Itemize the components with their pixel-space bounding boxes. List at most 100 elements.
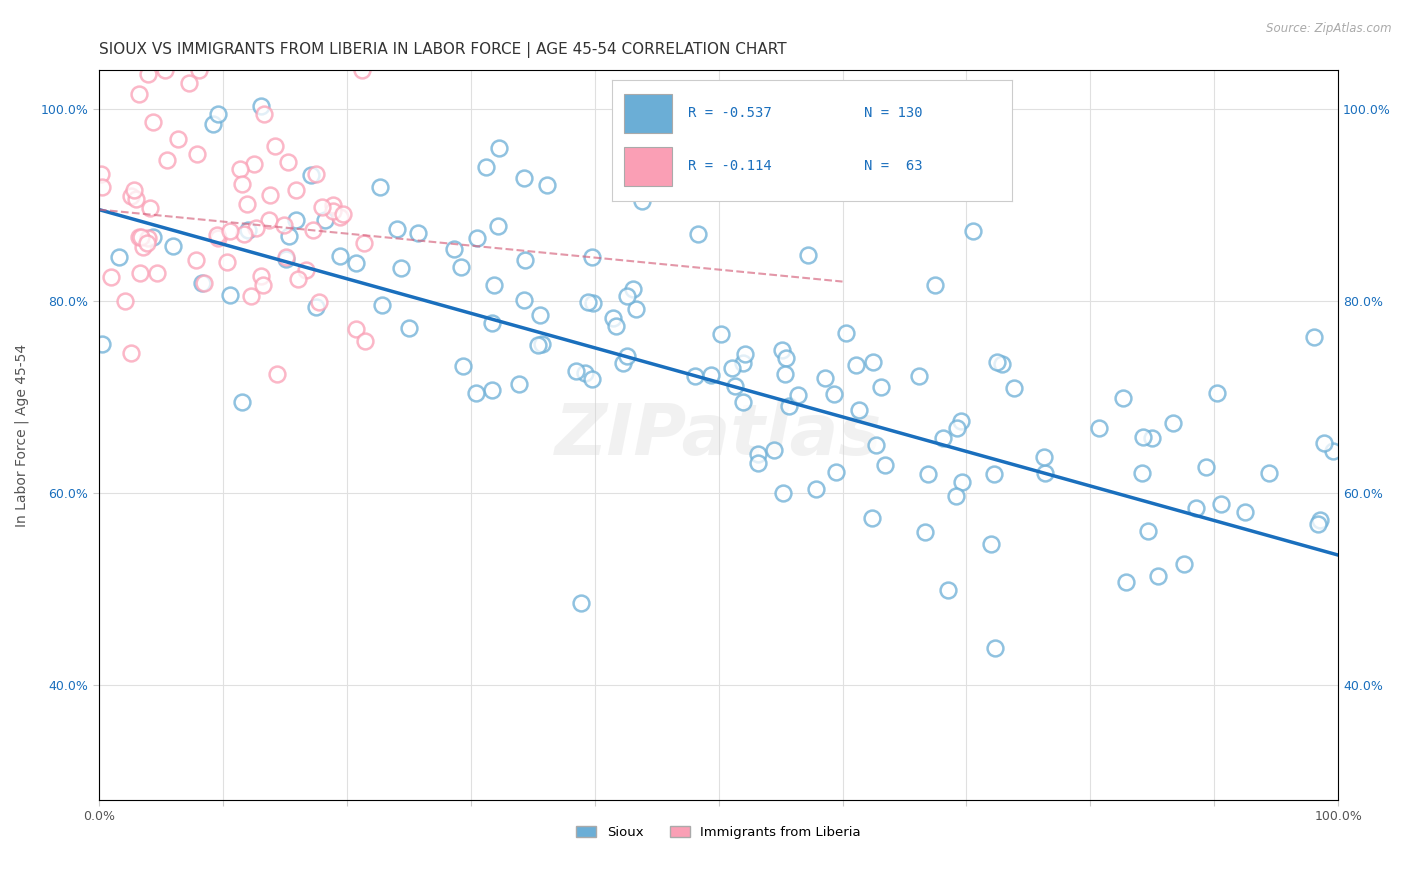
Sioux [299, 168, 322, 182]
Sioux [991, 357, 1014, 371]
Sioux [1303, 330, 1326, 344]
Sioux [733, 395, 755, 409]
Sioux [1140, 431, 1163, 445]
Text: N =  63: N = 63 [865, 160, 922, 173]
Immigrants from Liberia [252, 278, 274, 293]
Sioux [465, 230, 488, 244]
Immigrants from Liberia [136, 67, 159, 81]
FancyBboxPatch shape [624, 146, 672, 186]
Sioux [508, 376, 530, 391]
Sioux [1205, 385, 1227, 400]
Sioux [862, 355, 884, 369]
Immigrants from Liberia [274, 251, 297, 265]
Sioux [945, 421, 967, 435]
Text: R = -0.537: R = -0.537 [688, 106, 772, 120]
Immigrants from Liberia [329, 210, 352, 224]
Immigrants from Liberia [308, 294, 330, 309]
Immigrants from Liberia [156, 153, 179, 167]
Immigrants from Liberia [187, 63, 209, 78]
Sioux [1173, 558, 1195, 572]
Immigrants from Liberia [136, 231, 159, 245]
Immigrants from Liberia [90, 180, 112, 194]
Immigrants from Liberia [136, 235, 159, 250]
Sioux [202, 117, 225, 131]
Sioux [907, 369, 929, 384]
Immigrants from Liberia [245, 220, 267, 235]
Immigrants from Liberia [250, 269, 273, 284]
Sioux [1306, 516, 1329, 531]
Sioux [1035, 466, 1057, 480]
Sioux [488, 141, 510, 155]
Sioux [276, 252, 298, 267]
Sioux [191, 276, 214, 290]
Sioux [569, 596, 592, 610]
Immigrants from Liberia [311, 200, 333, 214]
Immigrants from Liberia [100, 270, 122, 285]
Sioux [1195, 459, 1218, 474]
Immigrants from Liberia [354, 334, 377, 348]
Sioux [1258, 466, 1281, 480]
Sioux [513, 293, 536, 307]
Sioux [368, 180, 391, 194]
Sioux [1185, 500, 1208, 515]
Immigrants from Liberia [259, 212, 281, 227]
Sioux [582, 296, 605, 310]
Text: SIOUX VS IMMIGRANTS FROM LIBERIA IN LABOR FORCE | AGE 45-54 CORRELATION CHART: SIOUX VS IMMIGRANTS FROM LIBERIA IN LABO… [98, 42, 786, 58]
Immigrants from Liberia [207, 228, 229, 243]
Sioux [700, 368, 723, 382]
Sioux [529, 308, 551, 322]
FancyBboxPatch shape [624, 94, 672, 133]
Sioux [724, 379, 747, 393]
Sioux [527, 338, 550, 352]
Sioux [389, 260, 412, 275]
Sioux [1033, 450, 1056, 464]
Immigrants from Liberia [128, 230, 150, 244]
Immigrants from Liberia [252, 107, 274, 121]
Sioux [612, 356, 634, 370]
Sioux [1130, 466, 1153, 480]
Sioux [747, 456, 769, 470]
Sioux [773, 368, 796, 382]
Sioux [731, 355, 754, 369]
Sioux [626, 302, 648, 317]
Sioux [734, 347, 756, 361]
Sioux [720, 361, 742, 376]
Sioux [450, 260, 472, 274]
Immigrants from Liberia [231, 177, 253, 191]
Sioux [848, 402, 870, 417]
Sioux [932, 431, 955, 445]
Sioux [616, 289, 638, 303]
Sioux [747, 447, 769, 461]
Sioux [683, 369, 706, 384]
Sioux [481, 384, 503, 398]
Immigrants from Liberia [273, 218, 295, 232]
Sioux [451, 359, 474, 373]
Y-axis label: In Labor Force | Age 45-54: In Labor Force | Age 45-54 [15, 343, 30, 526]
Immigrants from Liberia [124, 192, 146, 206]
Immigrants from Liberia [186, 147, 208, 161]
Sioux [513, 253, 536, 268]
Immigrants from Liberia [277, 155, 299, 169]
Text: R = -0.114: R = -0.114 [688, 160, 772, 173]
Sioux [983, 467, 1005, 481]
Sioux [443, 243, 465, 257]
Immigrants from Liberia [287, 271, 309, 285]
Sioux [329, 249, 352, 263]
Sioux [371, 298, 394, 312]
Sioux [387, 221, 409, 235]
Sioux [231, 395, 253, 409]
Sioux [576, 294, 599, 309]
Immigrants from Liberia [207, 230, 229, 244]
Sioux [950, 475, 973, 490]
Sioux [797, 247, 820, 261]
Immigrants from Liberia [120, 189, 142, 203]
Sioux [710, 327, 733, 342]
Sioux [980, 537, 1002, 551]
Sioux [875, 458, 897, 472]
Sioux [823, 387, 845, 401]
Sioux [1234, 505, 1257, 519]
Sioux [835, 326, 858, 340]
Sioux [986, 354, 1008, 368]
Sioux [1088, 420, 1111, 434]
Immigrants from Liberia [332, 207, 354, 221]
